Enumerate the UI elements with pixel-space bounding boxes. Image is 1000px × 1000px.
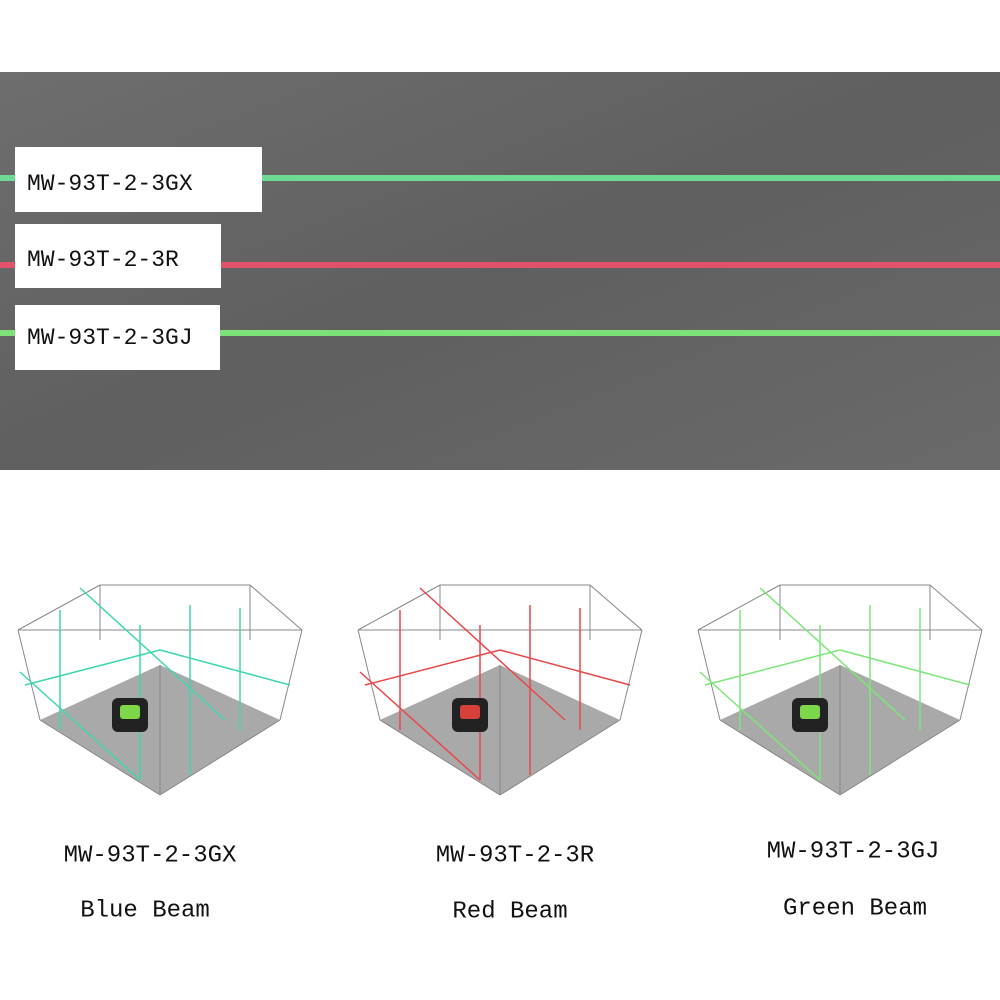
- laser-line: [0, 175, 1000, 181]
- box-edge: [619, 629, 643, 721]
- label-box: [15, 147, 262, 212]
- beam-line: [839, 649, 971, 686]
- box-edge: [357, 584, 441, 631]
- box-edge: [697, 584, 781, 631]
- label: MW-93T-2-3R: [27, 247, 179, 273]
- box-edge: [17, 584, 101, 631]
- box-edge: [589, 584, 643, 631]
- beam-line: [419, 587, 566, 721]
- beam: Green Beam: [783, 895, 927, 922]
- box-edge: [17, 629, 41, 721]
- box-edge: [499, 719, 621, 796]
- label-box: [15, 224, 221, 288]
- label: MW-93T-2-3GJ: [27, 325, 193, 351]
- beam-line: [159, 649, 291, 686]
- beam-line: [19, 671, 141, 781]
- box-edge: [839, 719, 961, 796]
- beam-line: [24, 649, 161, 686]
- box-edge: [697, 629, 721, 721]
- box-edge: [929, 584, 983, 631]
- beam-line: [699, 671, 821, 781]
- laser-line: [0, 262, 1000, 268]
- device-light: [120, 705, 140, 719]
- beam-line: [364, 649, 501, 686]
- beam: Red Beam: [452, 898, 567, 925]
- label: MW-93T-2-3GX: [27, 171, 193, 197]
- beam: Blue Beam: [80, 897, 210, 924]
- model: MW-93T-2-3R: [436, 842, 594, 869]
- beam-line: [704, 649, 841, 686]
- beam-line: [79, 587, 226, 721]
- model: MW-93T-2-3GJ: [767, 838, 940, 865]
- box-edge: [39, 719, 161, 796]
- box-edge: [379, 719, 501, 796]
- beam-line: [359, 671, 481, 781]
- model: MW-93T-2-3GX: [64, 842, 237, 869]
- box-edge: [249, 584, 303, 631]
- box-edge: [279, 629, 303, 721]
- label-box: [15, 305, 220, 370]
- panels: [17, 584, 983, 796]
- device-light: [460, 705, 480, 719]
- beam-line: [759, 587, 906, 721]
- box-edge: [719, 719, 841, 796]
- box-edge: [959, 629, 983, 721]
- beam-line: [499, 649, 631, 686]
- box-edge: [159, 719, 281, 796]
- box-edge: [357, 629, 381, 721]
- laser-line: [0, 330, 1000, 336]
- device-light: [800, 705, 820, 719]
